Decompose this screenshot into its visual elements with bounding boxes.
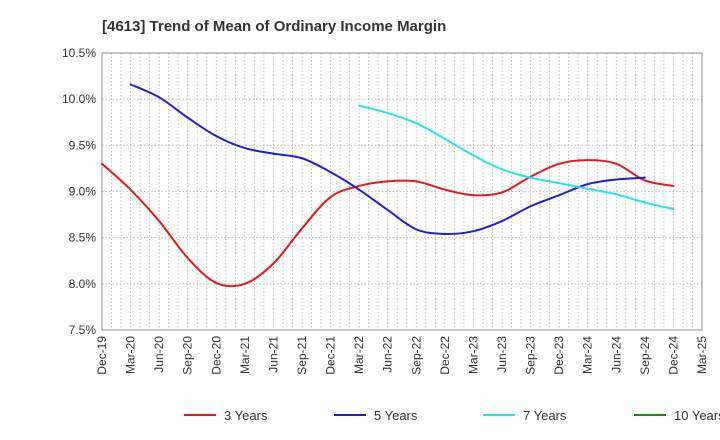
x-tick-label: Mar-20 bbox=[124, 336, 138, 374]
series-line-7-years bbox=[358, 104, 675, 211]
y-tick-label: 10.5% bbox=[62, 46, 96, 60]
x-axis: Dec-19 Mar-20 Jun-20 Sep-20 Dec-20 Mar-21 Jun-… bbox=[95, 336, 709, 375]
legend-label-7-years: 7 Years bbox=[523, 408, 567, 423]
x-tick-label: Mar-22 bbox=[352, 336, 366, 374]
series-lines bbox=[101, 83, 675, 288]
y-tick-label: 8.0% bbox=[69, 277, 97, 291]
x-tick-label: Jun-23 bbox=[495, 336, 509, 373]
legend-label-3-years: 3 Years bbox=[224, 408, 268, 423]
legend: 3 Years 5 Years 7 Years 10 Years bbox=[184, 408, 720, 423]
x-tick-label: Sep-24 bbox=[638, 336, 652, 375]
x-tick-label: Dec-21 bbox=[324, 336, 338, 375]
x-tick-label: Dec-23 bbox=[552, 336, 566, 375]
x-tick-label: Mar-21 bbox=[238, 336, 252, 374]
x-tick-label: Jun-21 bbox=[266, 336, 280, 373]
y-tick-label: 9.5% bbox=[69, 138, 97, 152]
x-tick-label: Mar-25 bbox=[695, 336, 709, 374]
y-tick-label: 9.0% bbox=[69, 185, 97, 199]
x-tick-label: Mar-23 bbox=[466, 336, 480, 374]
y-tick-label: 10.0% bbox=[62, 92, 96, 106]
legend-label-5-years: 5 Years bbox=[374, 408, 418, 423]
x-tick-label: Sep-20 bbox=[181, 336, 195, 375]
grid bbox=[102, 53, 702, 330]
x-tick-label: Dec-20 bbox=[209, 336, 223, 375]
x-tick-label: Sep-23 bbox=[524, 336, 538, 375]
legend-label-10-years: 10 Years bbox=[674, 408, 720, 423]
x-tick-label: Dec-19 bbox=[95, 336, 109, 375]
x-tick-label: Jun-20 bbox=[152, 336, 166, 373]
x-tick-label: Dec-22 bbox=[438, 336, 452, 375]
chart-title: [4613] Trend of Mean of Ordinary Income … bbox=[102, 18, 446, 35]
x-tick-label: Mar-24 bbox=[581, 336, 595, 374]
y-tick-label: 7.5% bbox=[69, 323, 97, 337]
y-tick-label: 8.5% bbox=[69, 231, 97, 245]
x-tick-label: Sep-22 bbox=[409, 336, 423, 375]
series-line-3-years bbox=[101, 159, 675, 288]
x-tick-label: Sep-21 bbox=[295, 336, 309, 375]
y-axis: 7.5% 8.0% 8.5% 9.0% 9.5% 10.0% 10.5% bbox=[62, 46, 96, 337]
x-tick-label: Jun-24 bbox=[609, 336, 623, 373]
x-tick-label: Jun-22 bbox=[381, 336, 395, 373]
x-tick-label: Dec-24 bbox=[666, 336, 680, 375]
series-line-5-years bbox=[129, 83, 646, 236]
plot-frame bbox=[101, 52, 703, 331]
